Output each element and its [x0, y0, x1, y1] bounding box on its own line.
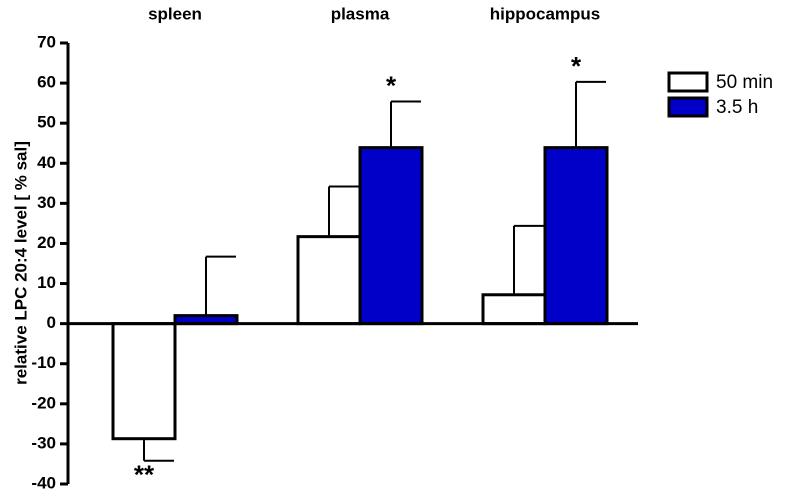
y-tick-label: 30 — [37, 193, 56, 212]
bar — [296, 235, 362, 326]
category-label: spleen — [148, 4, 202, 23]
y-tick-label: -20 — [31, 393, 56, 412]
legend-swatch — [667, 71, 709, 93]
legend-label: 3.5 h — [716, 97, 758, 118]
y-tick-label: 40 — [37, 153, 56, 172]
significance-mark: ** — [134, 460, 155, 490]
category-label: hippocampus — [490, 4, 601, 23]
y-tick-label: -40 — [31, 473, 56, 492]
bar — [111, 322, 177, 441]
bar — [543, 146, 609, 326]
y-tick-label: 70 — [37, 32, 56, 51]
y-tick-label: 0 — [47, 313, 56, 332]
legend-swatch — [667, 96, 709, 118]
y-tick-label: 60 — [37, 73, 56, 92]
y-tick-label: 50 — [37, 113, 56, 132]
bar — [358, 146, 424, 326]
legend-label: 50 min — [716, 72, 773, 93]
category-label: plasma — [331, 4, 390, 23]
significance-mark: * — [571, 51, 582, 81]
y-axis-label: relative LPC 20:4 level [ % sal] — [11, 141, 30, 385]
y-tick-label: -10 — [31, 353, 56, 372]
y-tick-label: 20 — [37, 233, 56, 252]
y-tick-label: 10 — [37, 273, 56, 292]
significance-mark: * — [386, 70, 397, 100]
y-tick-label: -30 — [31, 433, 56, 452]
bar — [481, 293, 547, 326]
